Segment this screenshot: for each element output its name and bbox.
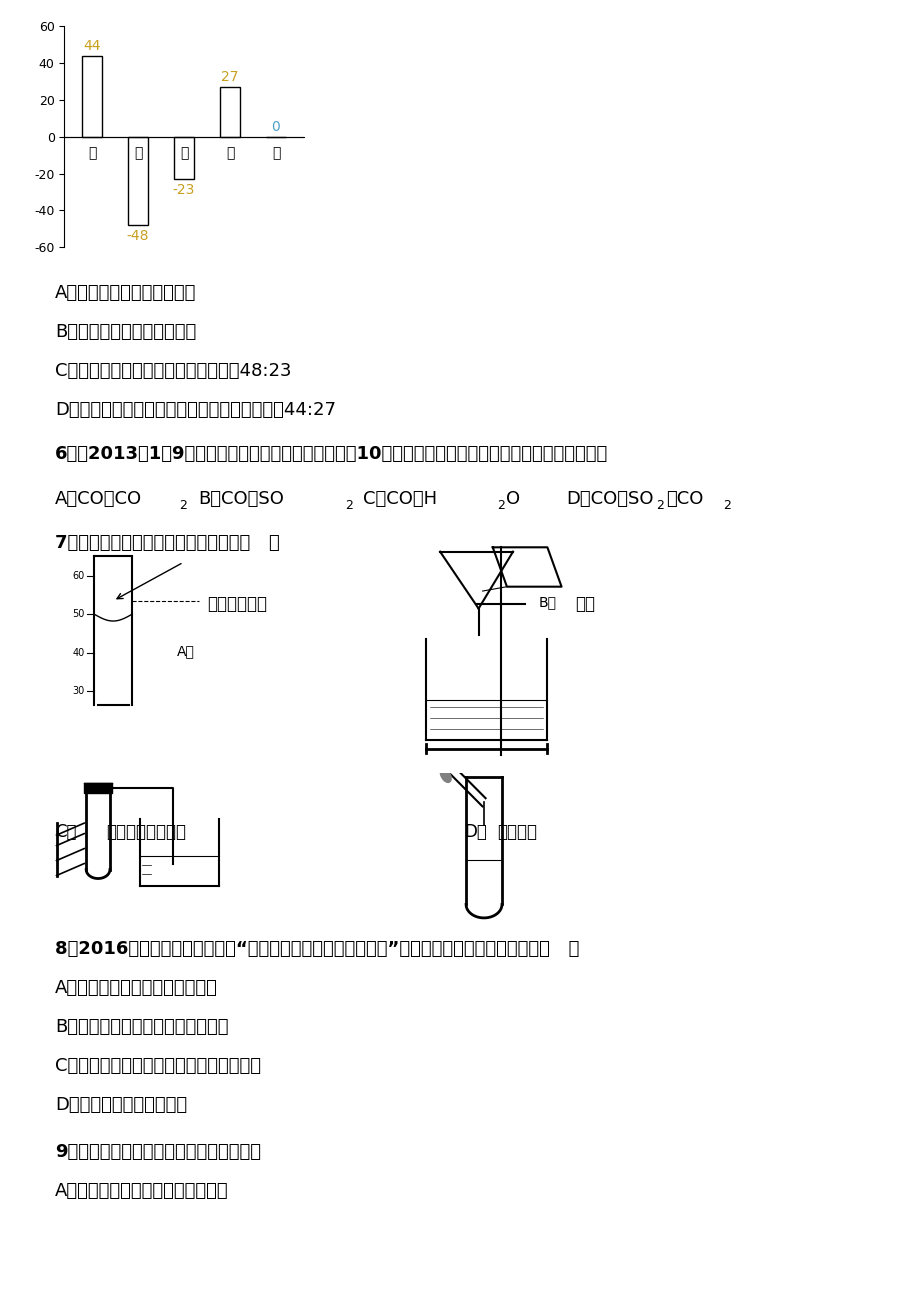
Text: D．生活垃圾分类回收处理: D．生活垃圾分类回收处理	[55, 1096, 187, 1115]
Text: 0: 0	[271, 120, 280, 134]
Text: O: O	[505, 490, 519, 508]
Text: B．将实验后的废液直接倒入水池中: B．将实验后的废液直接倒入水池中	[55, 1018, 229, 1036]
Text: 9．下列有关燃烧的实验现象描述正确的是: 9．下列有关燃烧的实验现象描述正确的是	[55, 1143, 261, 1161]
Text: 27: 27	[221, 70, 239, 85]
Text: 30: 30	[73, 686, 85, 697]
Text: 40: 40	[73, 648, 85, 658]
Text: C．: C．	[55, 823, 76, 841]
Text: A．提倡绻色出行，发展公共交通: A．提倡绻色出行，发展公共交通	[55, 979, 218, 997]
Text: 2: 2	[179, 499, 187, 512]
Text: 滴加液体: 滴加液体	[496, 823, 536, 841]
Text: 过滤: 过滤	[574, 595, 595, 613]
Text: D．该反应中甲、丁的相对分子质量之比一定为44:27: D．该反应中甲、丁的相对分子质量之比一定为44:27	[55, 401, 335, 419]
Text: B．: B．	[538, 595, 556, 609]
Text: D．: D．	[464, 823, 487, 841]
Text: D．CO、SO: D．CO、SO	[565, 490, 652, 508]
Text: A．: A．	[176, 644, 194, 659]
Text: 7．下列图中所示的实验操作正确的是（   ）: 7．下列图中所示的实验操作正确的是（ ）	[55, 534, 279, 552]
Text: A．硫在氧气中燃烧发出淡蓝色火焰: A．硫在氧气中燃烧发出淡蓝色火焰	[55, 1182, 229, 1200]
Text: 2: 2	[345, 499, 353, 512]
Text: 8．2016年世界环境日的主题为“改善环境质量，推动绿色发展”，下列做法不符合该主题的是（   ）: 8．2016年世界环境日的主题为“改善环境质量，推动绿色发展”，下列做法不符合该…	[55, 940, 579, 958]
Bar	[174, 137, 194, 180]
Text: B．CO和SO: B．CO和SO	[198, 490, 283, 508]
Text: 2: 2	[496, 499, 505, 512]
Text: 50: 50	[73, 609, 85, 620]
Text: C．参加反应的乙、丙的质量比一定为48:23: C．参加反应的乙、丙的质量比一定为48:23	[55, 362, 291, 380]
Text: 60: 60	[73, 570, 85, 581]
Text: C．CO和H: C．CO和H	[363, 490, 437, 508]
Bar	[82, 56, 102, 137]
Text: B．戊一定是该反应的催化剂: B．戊一定是该反应的催化剂	[55, 323, 197, 341]
Text: C．提倡使用清洁能源，减少有害气体扩散: C．提倡使用清洁能源，减少有害气体扩散	[55, 1057, 261, 1075]
Text: A．CO和CO: A．CO和CO	[55, 490, 142, 508]
Text: 和CO: 和CO	[665, 490, 703, 508]
Text: 2: 2	[655, 499, 664, 512]
Ellipse shape	[440, 768, 450, 783]
Text: 2: 2	[722, 499, 731, 512]
Text: -23: -23	[173, 182, 195, 197]
Text: A．该反应一定属于置换反应: A．该反应一定属于置换反应	[55, 284, 197, 302]
Bar	[128, 137, 148, 225]
Text: -48: -48	[127, 229, 149, 243]
Text: 44: 44	[83, 39, 101, 53]
Text: 读取液体体积: 读取液体体积	[207, 595, 267, 613]
Text: 检测装置的气密性: 检测装置的气密性	[106, 823, 186, 841]
Bar	[220, 87, 240, 137]
Text: 6．据2013年1月9日《开封日报》报道，今年我市有近10万户居民用燃煤取暖。燃煤产生的主要污染物有: 6．据2013年1月9日《开封日报》报道，今年我市有近10万户居民用燃煤取暖。燃…	[55, 445, 607, 464]
